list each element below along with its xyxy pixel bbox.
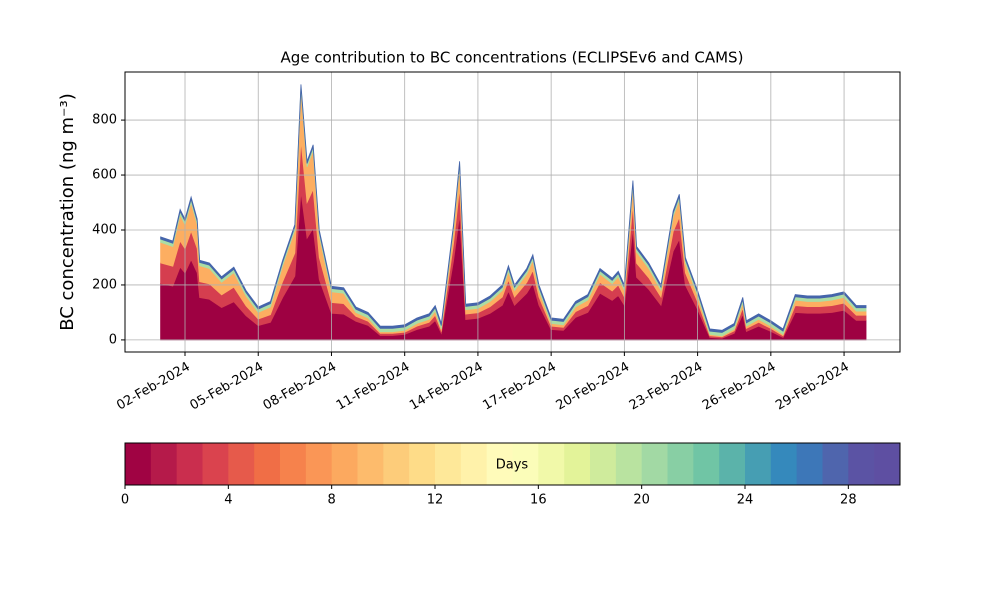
colorbar-bin xyxy=(125,443,152,485)
colorbar-bin xyxy=(357,443,384,485)
colorbar-bin xyxy=(667,443,694,485)
plot-frame xyxy=(124,71,901,353)
colorbar-bin xyxy=(202,443,229,485)
y-tick-label: 800 xyxy=(92,113,117,128)
colorbar-bin xyxy=(822,443,849,485)
colorbar-bin xyxy=(486,443,513,485)
colorbar-bin xyxy=(512,443,539,485)
colorbar-bin xyxy=(176,443,203,485)
colorbar-tick-label: 4 xyxy=(224,493,232,508)
colorbar-bin xyxy=(150,443,178,485)
chart-title: Age contribution to BC concentrations (E… xyxy=(281,49,744,67)
colorbar-bin xyxy=(228,443,255,485)
colorbar-bin xyxy=(305,443,333,485)
colorbar-bin xyxy=(435,443,462,485)
colorbar-bin xyxy=(615,443,643,485)
colorbar-bin xyxy=(564,443,591,485)
y-tick-label: 200 xyxy=(92,277,117,292)
colorbar-bin xyxy=(280,443,307,485)
colorbar-tick-label: 16 xyxy=(530,493,547,508)
colorbar-bin xyxy=(745,443,772,485)
colorbar-frame xyxy=(124,442,901,486)
colorbar-bin xyxy=(590,443,617,485)
colorbar-bin xyxy=(848,443,875,485)
colorbar-bin xyxy=(693,443,720,485)
colorbar-tick-label: 24 xyxy=(737,493,754,508)
colorbar-bin xyxy=(874,443,901,485)
colorbar-bin xyxy=(796,443,823,485)
colorbar-tick-label: 28 xyxy=(840,493,857,508)
y-tick-label: 600 xyxy=(92,168,117,183)
colorbar-bin xyxy=(331,443,358,485)
colorbar-bin xyxy=(460,443,488,485)
colorbar-bin xyxy=(383,443,410,485)
colorbar-bin xyxy=(719,443,746,485)
colorbar-bin xyxy=(770,443,798,485)
colorbar-bin xyxy=(641,443,668,485)
colorbar-bin xyxy=(254,443,281,485)
colorbar-label: Days xyxy=(496,458,529,473)
colorbar-bin xyxy=(409,443,436,485)
colorbar-tick-label: 12 xyxy=(427,493,444,508)
colorbar-tick-label: 0 xyxy=(121,493,129,508)
colorbar-tick-label: 8 xyxy=(328,493,336,508)
y-tick-label: 400 xyxy=(92,222,117,237)
area-layer xyxy=(160,84,867,333)
colorbar-bin xyxy=(538,443,565,485)
y-tick-label: 0 xyxy=(109,332,117,347)
colorbar-tick-label: 20 xyxy=(633,493,650,508)
y-axis-label: BC concentration (ng m⁻³) xyxy=(57,93,78,331)
